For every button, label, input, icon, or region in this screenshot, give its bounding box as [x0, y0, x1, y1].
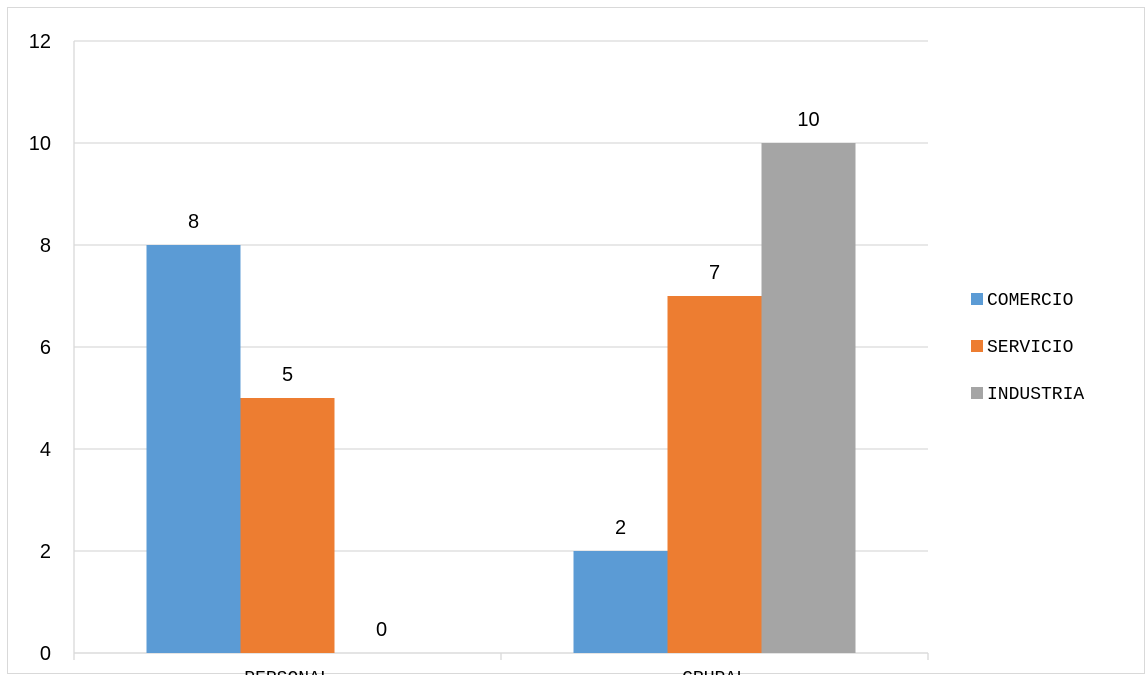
data-label: 0 [376, 619, 387, 641]
bars [146, 143, 856, 653]
data-label: 8 [188, 211, 199, 233]
bar-chart: 0 2 4 6 8 10 12 PERSONAL GRUPAL 8 5 0 2 7 10 COMERCIO… [29, 31, 1085, 675]
legend-swatch-industria [971, 387, 983, 399]
legend-label-industria: INDUSTRIA [987, 385, 1084, 405]
legend-label-servicio: SERVICIO [987, 338, 1073, 358]
data-label: 10 [797, 109, 819, 131]
bar-servicio-personal [240, 398, 335, 653]
data-labels: 8 5 0 2 7 10 [188, 109, 820, 641]
bar-comercio-personal [146, 245, 241, 653]
data-label: 2 [615, 517, 626, 539]
legend-swatch-comercio [971, 293, 983, 305]
y-tick-label: 0 [40, 643, 51, 665]
data-label: 7 [709, 262, 720, 284]
legend-swatch-servicio [971, 340, 983, 352]
y-tick-label: 12 [29, 31, 51, 53]
bar-comercio-grupal [573, 551, 668, 653]
legend-label-comercio: COMERCIO [987, 291, 1073, 311]
y-tick-label: 4 [40, 439, 51, 461]
bar-servicio-grupal [667, 296, 762, 653]
chart-frame: 0 2 4 6 8 10 12 PERSONAL GRUPAL 8 5 0 2 7 10 COMERCIO… [7, 7, 1145, 675]
y-tick-label: 6 [40, 337, 51, 359]
y-tick-label: 8 [40, 235, 51, 257]
data-label: 5 [282, 364, 293, 386]
bar-industria-grupal [761, 143, 856, 653]
y-tick-label: 10 [29, 133, 51, 155]
x-category-label: PERSONAL [244, 669, 330, 675]
legend: COMERCIO SERVICIO INDUSTRIA [971, 291, 1084, 405]
y-tick-label: 2 [40, 541, 51, 563]
x-category-label: GRUPAL [682, 669, 747, 675]
